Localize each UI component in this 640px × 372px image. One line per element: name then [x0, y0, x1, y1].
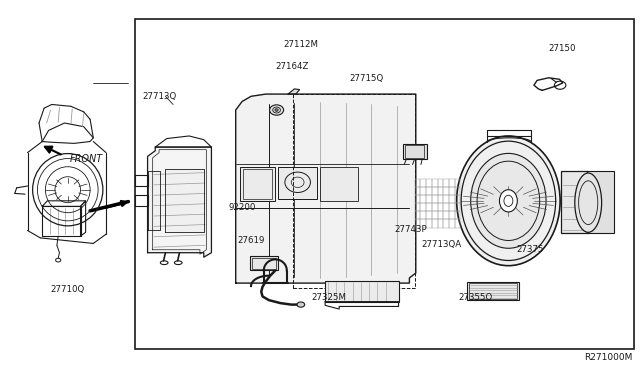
Bar: [252, 258, 276, 269]
Text: 27713Q: 27713Q: [143, 92, 177, 101]
Bar: [449, 203, 455, 211]
Bar: [420, 211, 426, 219]
Text: 27150: 27150: [548, 44, 576, 52]
Bar: [420, 203, 426, 211]
Bar: [420, 179, 426, 187]
Ellipse shape: [297, 302, 305, 307]
Bar: [403, 144, 428, 159]
Text: 27710Q: 27710Q: [51, 285, 84, 294]
Bar: [432, 203, 438, 211]
Polygon shape: [148, 171, 161, 231]
Bar: [449, 219, 455, 228]
Bar: [587, 171, 614, 234]
Bar: [415, 219, 420, 228]
Bar: [405, 145, 424, 158]
Bar: [426, 219, 432, 228]
Bar: [243, 169, 272, 199]
Text: 92200: 92200: [228, 203, 255, 212]
Bar: [426, 203, 432, 211]
Bar: [240, 167, 275, 201]
Bar: [420, 195, 426, 203]
Bar: [444, 203, 449, 211]
Polygon shape: [236, 94, 416, 283]
Text: 27325M: 27325M: [312, 293, 347, 302]
Bar: [455, 179, 461, 187]
Bar: [444, 179, 449, 187]
Bar: [467, 282, 519, 300]
Bar: [455, 203, 461, 211]
Text: 27715Q: 27715Q: [349, 74, 383, 83]
Ellipse shape: [269, 105, 284, 115]
Bar: [432, 219, 438, 228]
Bar: [444, 211, 449, 219]
Text: 27112M: 27112M: [283, 40, 318, 49]
Bar: [455, 195, 461, 203]
Ellipse shape: [470, 153, 546, 248]
Bar: [426, 187, 432, 195]
Bar: [278, 167, 317, 199]
Bar: [432, 195, 438, 203]
Ellipse shape: [499, 190, 517, 212]
Polygon shape: [288, 89, 300, 94]
Ellipse shape: [457, 136, 560, 266]
Bar: [438, 187, 444, 195]
Text: 27743P: 27743P: [395, 225, 428, 234]
Bar: [415, 187, 420, 195]
Bar: [449, 179, 455, 187]
Bar: [449, 187, 455, 195]
Bar: [432, 179, 438, 187]
Bar: [432, 187, 438, 195]
Text: FRONT: FRONT: [70, 154, 103, 164]
Bar: [250, 256, 278, 270]
Text: 27375: 27375: [516, 245, 544, 254]
Bar: [438, 219, 444, 228]
Bar: [415, 195, 420, 203]
Bar: [320, 167, 358, 201]
Bar: [561, 171, 588, 234]
Text: 27355Q: 27355Q: [458, 293, 492, 302]
Bar: [438, 179, 444, 187]
Polygon shape: [166, 169, 204, 232]
Bar: [449, 195, 455, 203]
Bar: [444, 187, 449, 195]
Bar: [438, 211, 444, 219]
Text: 27713QA: 27713QA: [421, 240, 461, 249]
Bar: [438, 195, 444, 203]
Bar: [325, 281, 399, 302]
Text: 27619: 27619: [237, 236, 264, 246]
Bar: [415, 211, 420, 219]
Bar: [455, 211, 461, 219]
Text: 27164Z: 27164Z: [275, 62, 308, 71]
Ellipse shape: [575, 173, 602, 232]
Bar: [468, 283, 517, 299]
Bar: [426, 179, 432, 187]
Ellipse shape: [275, 109, 278, 111]
Bar: [444, 195, 449, 203]
Bar: [426, 195, 432, 203]
Bar: [415, 179, 420, 187]
Bar: [426, 211, 432, 219]
Bar: [444, 219, 449, 228]
Bar: [455, 187, 461, 195]
Bar: [438, 203, 444, 211]
Bar: [449, 211, 455, 219]
Bar: [420, 187, 426, 195]
Text: R271000M: R271000M: [584, 353, 633, 362]
Bar: [415, 203, 420, 211]
Bar: [135, 19, 634, 349]
Bar: [432, 211, 438, 219]
Bar: [455, 219, 461, 228]
Polygon shape: [148, 147, 211, 257]
Bar: [420, 219, 426, 228]
